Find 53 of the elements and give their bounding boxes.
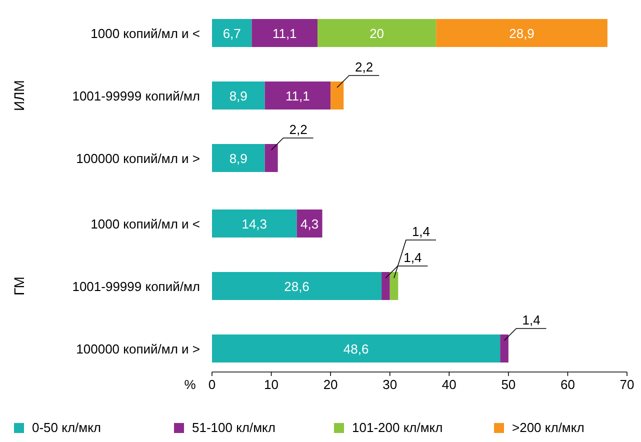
x-tick-label: 10 xyxy=(264,377,279,392)
y-tick-label: 100000 копий/мл и > xyxy=(76,151,200,166)
y-tick-label: 100000 копий/мл и > xyxy=(76,342,200,356)
bar xyxy=(212,210,297,238)
data-label: 14,3 xyxy=(242,216,268,232)
bar xyxy=(212,144,265,172)
legend-label: >200 кл/мкл xyxy=(512,420,584,435)
data-label: 2,2 xyxy=(355,60,374,74)
bar xyxy=(436,19,608,47)
data-label: 11,1 xyxy=(272,26,297,41)
y-tick-label: 1000 копий/мл и < xyxy=(90,216,200,232)
y-tick-label: 1001-99999 копий/мл xyxy=(72,279,200,294)
x-tick-label: 40 xyxy=(442,377,456,392)
bar xyxy=(500,334,508,362)
x-tick-label: 50 xyxy=(501,377,516,392)
x-tick-label: 70 xyxy=(620,377,634,392)
text: ГМ xyxy=(11,276,27,296)
bar xyxy=(330,82,344,110)
bar xyxy=(390,272,398,300)
data-label: 6,7 xyxy=(222,26,241,41)
y-tick-label: 1001-99999 копий/мл xyxy=(72,88,200,104)
data-label: 1,4 xyxy=(522,312,540,328)
data-label: 8,9 xyxy=(229,88,248,104)
bar xyxy=(264,144,278,172)
bar xyxy=(252,19,318,47)
data-label: 1,4 xyxy=(412,224,430,239)
data-label: 1,4 xyxy=(404,250,422,265)
data-label: 4,3 xyxy=(300,216,319,232)
data-label: 8,9 xyxy=(229,151,248,166)
bar xyxy=(318,19,436,47)
legend-label: 0-50 кл/мкл xyxy=(32,420,102,435)
bar xyxy=(382,272,390,300)
text: ИЛМ xyxy=(11,80,27,111)
x-tick-label: 0 xyxy=(208,377,216,392)
bar xyxy=(212,272,382,300)
data-label: 28,9 xyxy=(509,26,534,41)
x-tick-label: 30 xyxy=(382,377,398,392)
x-tick-label: 60 xyxy=(560,377,575,392)
bar xyxy=(212,334,500,362)
y-tick-label: 1000 копий/мл и < xyxy=(90,26,200,41)
data-label: 20 xyxy=(370,26,384,41)
legend-label: 51-100 кл/мкл xyxy=(192,420,276,435)
data-label: 2,2 xyxy=(289,122,308,137)
x-tick-label: 20 xyxy=(323,377,338,392)
data-label: 11,1 xyxy=(285,88,310,104)
bar xyxy=(212,19,252,47)
data-label: 48,6 xyxy=(343,342,369,356)
x-axis-title: % xyxy=(184,377,196,392)
legend-label: 101-200 кл/мкл xyxy=(352,420,443,435)
bar xyxy=(296,210,322,238)
bar xyxy=(212,82,265,110)
data-label: 28,6 xyxy=(284,279,310,294)
bar xyxy=(264,82,331,110)
